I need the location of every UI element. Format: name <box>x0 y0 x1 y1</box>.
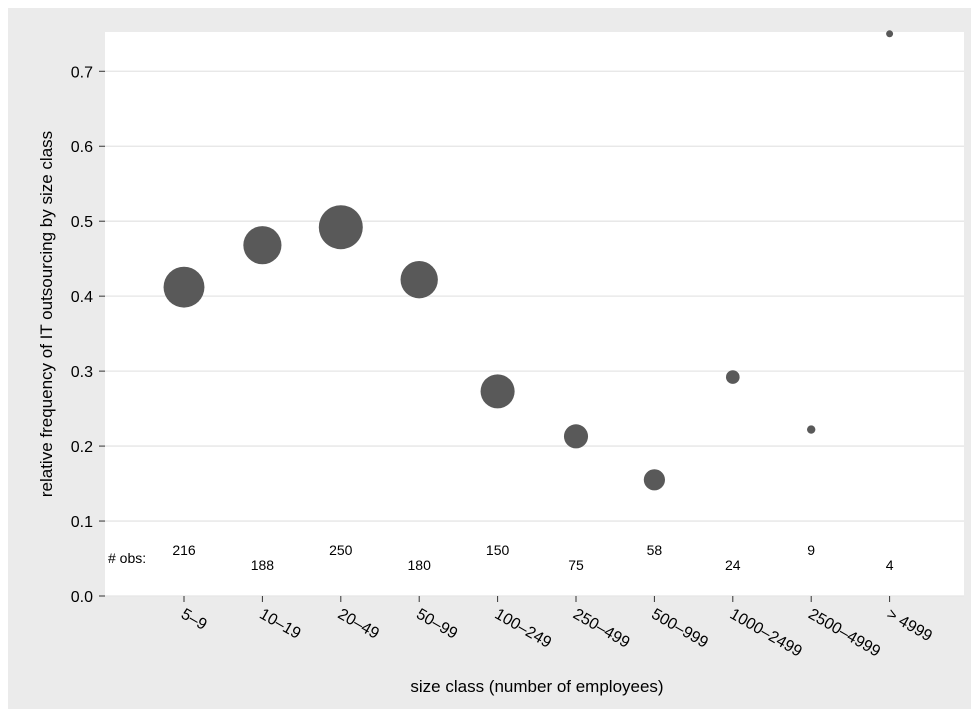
y-axis-ticks: 0.0 0.1 0.2 0.3 0.4 0.5 0.6 0.7 <box>71 64 105 606</box>
obs-count-4: 150 <box>486 542 510 558</box>
data-point-1 <box>243 226 282 265</box>
x-tick-label-8: 2500–4999 <box>805 606 883 661</box>
x-tick-label-0: 5–9 <box>178 606 210 634</box>
data-point-5 <box>563 424 589 449</box>
obs-count-7: 24 <box>725 557 741 573</box>
y-tick-label-6: 0.6 <box>71 139 93 156</box>
obs-label: # obs: <box>108 550 146 566</box>
y-axis-title: relative frequency of IT outsourcing by … <box>37 131 56 497</box>
data-point-9 <box>886 30 894 38</box>
obs-count-6: 58 <box>647 542 663 558</box>
y-tick-label-7: 0.7 <box>71 64 93 81</box>
gridlines <box>105 70 964 597</box>
y-tick-label-5: 0.5 <box>71 214 93 231</box>
obs-count-5: 75 <box>568 557 584 573</box>
x-tick-label-4: 100–249 <box>492 606 555 652</box>
data-point-8 <box>807 425 816 434</box>
y-tick-label-3: 0.3 <box>71 364 93 381</box>
observation-counts: # obs: 216 188 250 180 150 75 58 24 9 4 <box>108 542 894 573</box>
x-axis-ticks: 5–9 10–19 20–49 50–99 100–249 250–499 500–999 1… <box>178 596 935 661</box>
y-tick-label-1: 0.1 <box>71 514 93 531</box>
x-tick-label-1: 10–19 <box>256 606 303 643</box>
y-tick-label-2: 0.2 <box>71 439 93 456</box>
x-tick-label-7: 1000–2499 <box>727 606 805 661</box>
obs-count-9: 4 <box>886 557 894 573</box>
x-tick-label-5: 250–499 <box>570 606 633 652</box>
data-point-0 <box>163 266 205 308</box>
x-axis-title: size class (number of employees) <box>410 677 663 696</box>
x-tick-label-6: 500–999 <box>648 606 711 652</box>
data-point-7 <box>725 370 740 384</box>
obs-count-1: 188 <box>251 557 275 573</box>
x-tick-label-2: 20–49 <box>335 606 382 643</box>
y-tick-label-0: 0.0 <box>71 589 93 606</box>
obs-count-2: 250 <box>329 542 353 558</box>
obs-count-3: 180 <box>408 557 432 573</box>
x-tick-label-3: 50–99 <box>413 606 460 643</box>
data-point-6 <box>643 469 665 491</box>
x-tick-label-9: > 4999 <box>884 606 935 645</box>
obs-count-8: 9 <box>807 542 815 558</box>
data-point-2 <box>318 205 363 250</box>
data-points <box>163 30 894 491</box>
obs-count-0: 216 <box>172 542 196 558</box>
data-point-4 <box>480 374 515 409</box>
data-point-3 <box>400 261 438 299</box>
plot-panel <box>105 32 964 596</box>
y-tick-label-4: 0.4 <box>71 289 93 306</box>
